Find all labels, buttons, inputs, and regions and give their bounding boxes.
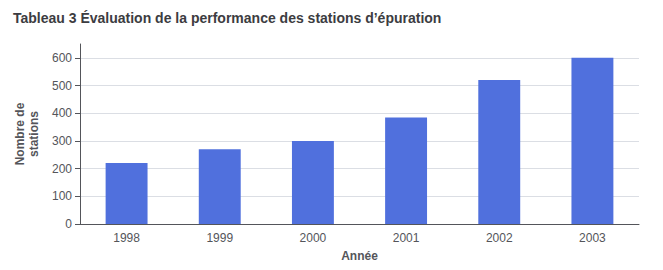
- svg-text:1999: 1999: [206, 231, 233, 245]
- svg-text:Nombre de: Nombre de: [13, 102, 27, 165]
- svg-text:2003: 2003: [579, 231, 606, 245]
- svg-text:Tableau 3 Évaluation de la per: Tableau 3 Évaluation de la performance d…: [13, 10, 441, 26]
- svg-text:100: 100: [52, 189, 72, 203]
- svg-text:1998: 1998: [113, 231, 140, 245]
- svg-text:600: 600: [52, 51, 72, 65]
- svg-text:2001: 2001: [393, 231, 420, 245]
- svg-text:2000: 2000: [300, 231, 327, 245]
- svg-text:2002: 2002: [486, 231, 513, 245]
- svg-text:300: 300: [52, 134, 72, 148]
- svg-text:stations: stations: [27, 111, 41, 157]
- svg-text:500: 500: [52, 79, 72, 93]
- svg-text:400: 400: [52, 106, 72, 120]
- svg-text:0: 0: [65, 217, 72, 231]
- svg-text:200: 200: [52, 162, 72, 176]
- svg-text:Année: Année: [341, 249, 378, 263]
